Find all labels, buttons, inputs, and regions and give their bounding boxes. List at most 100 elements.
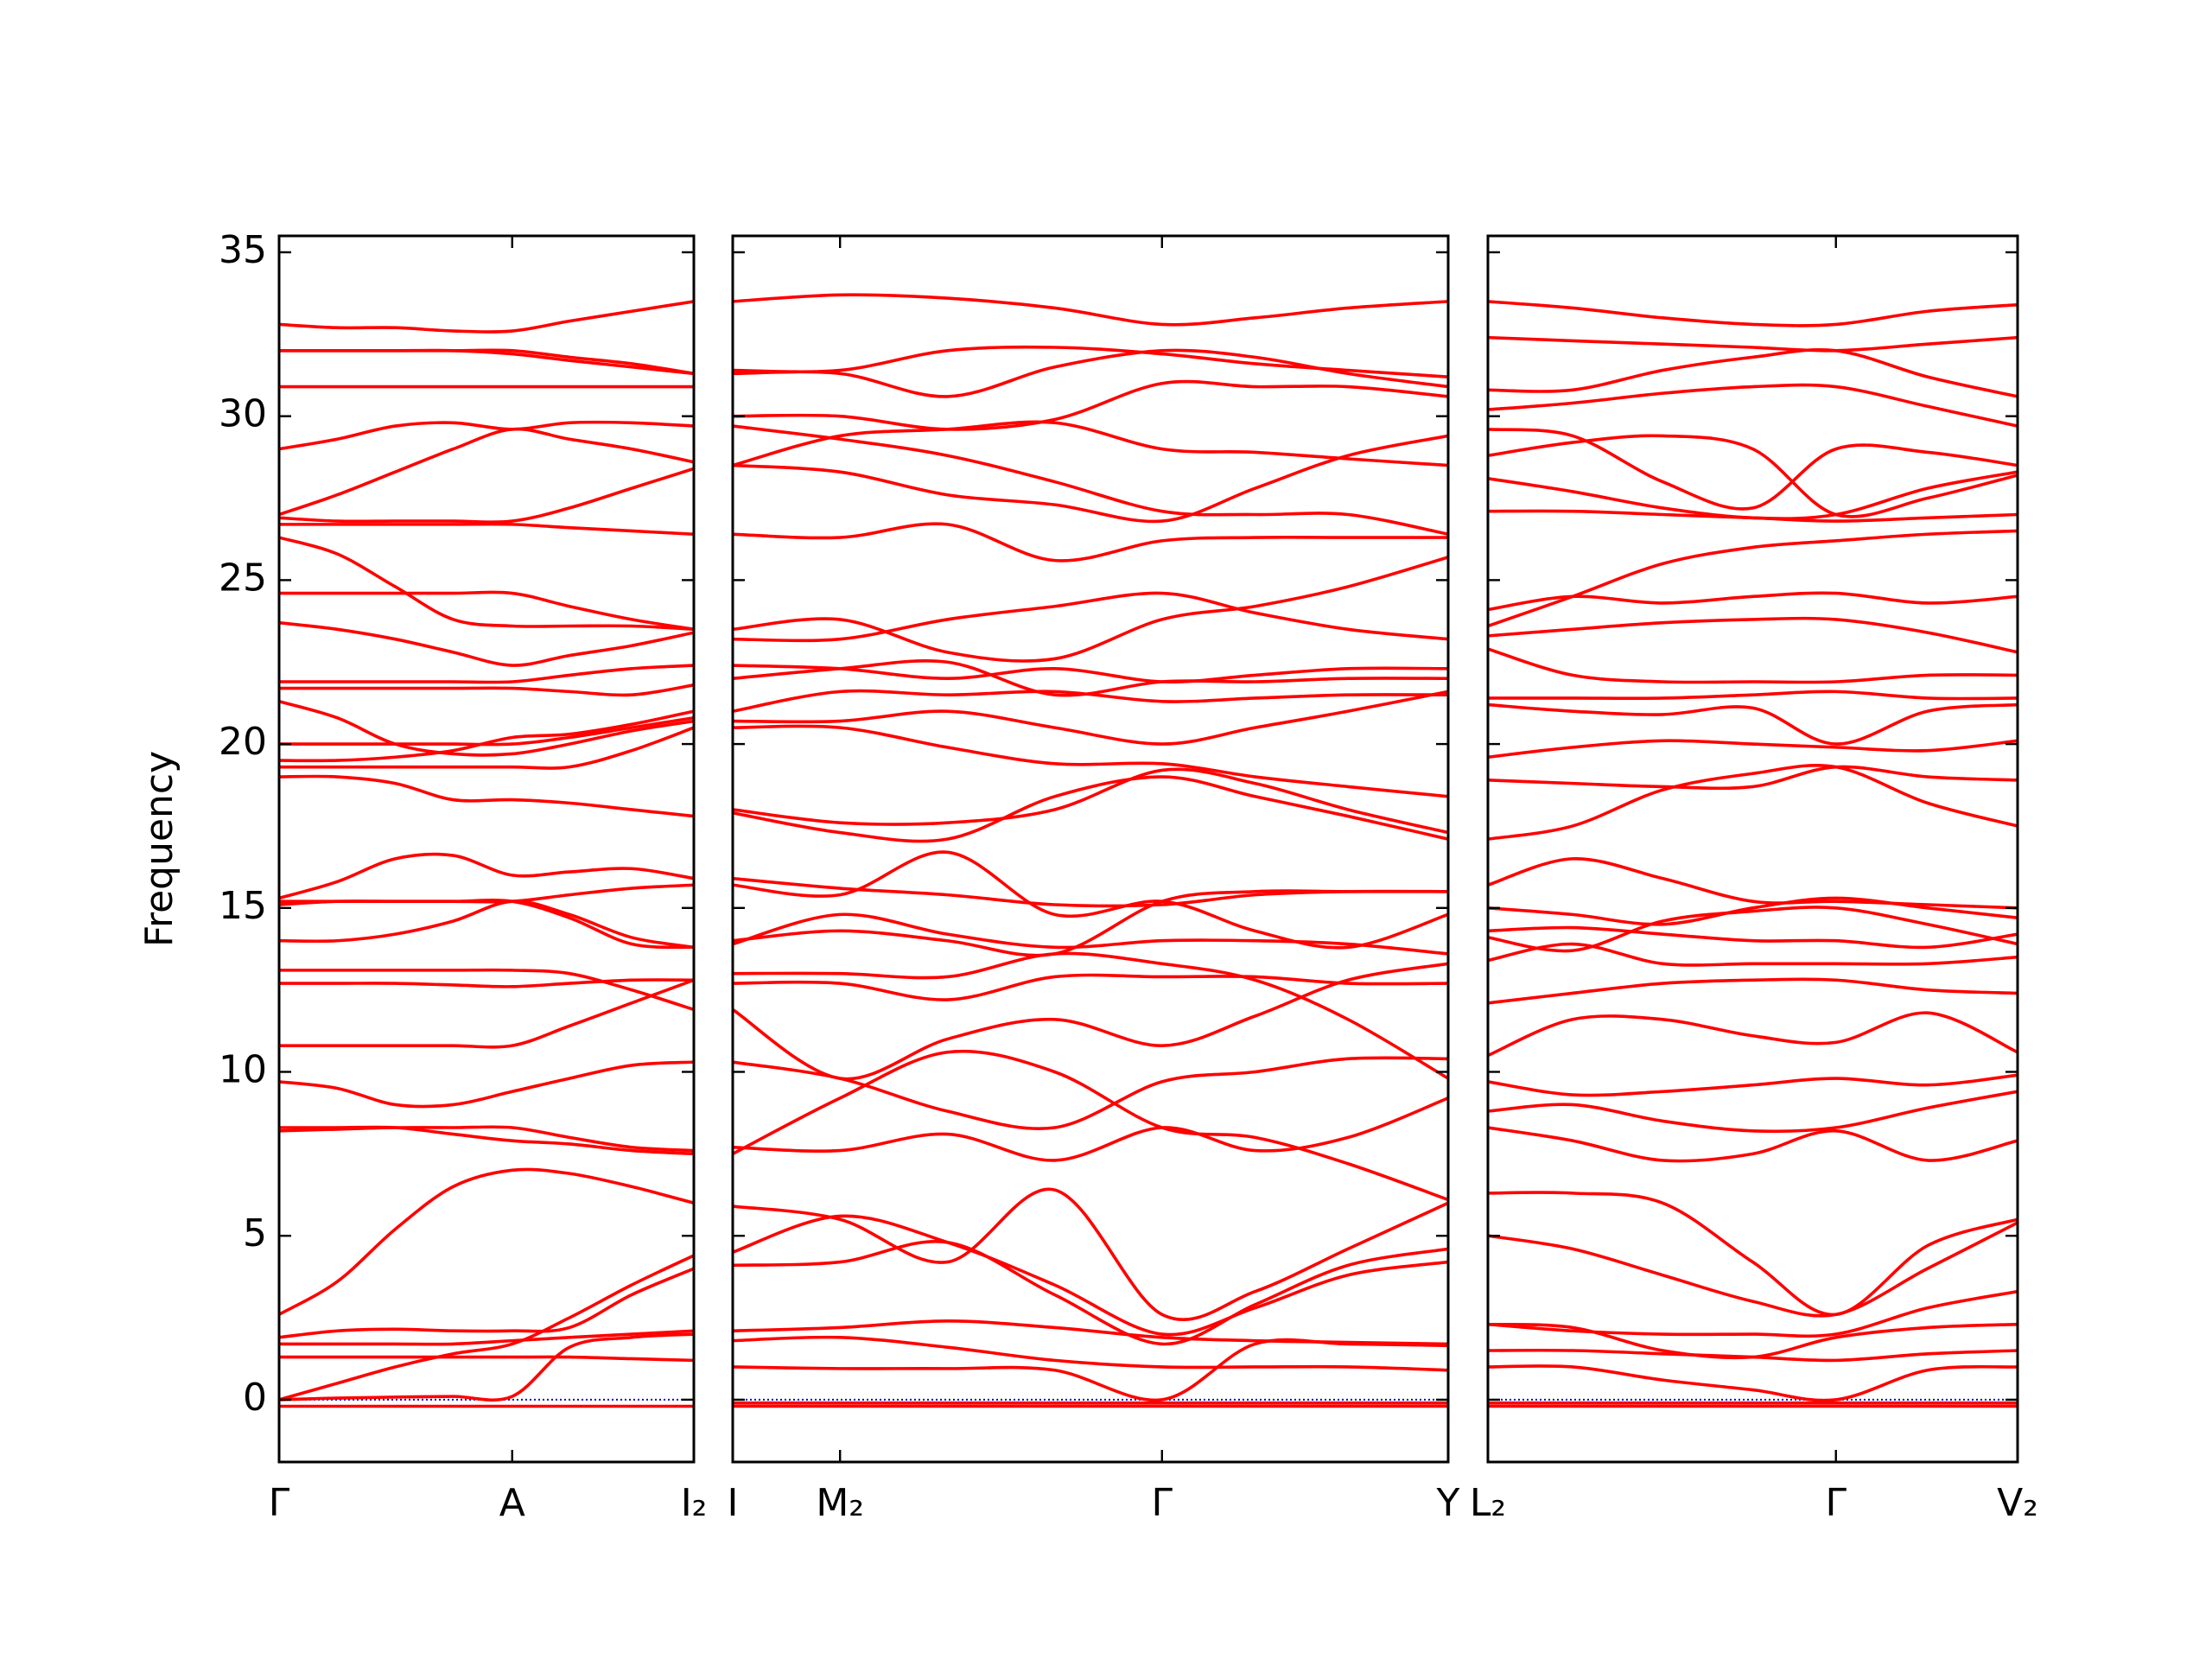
x-tick-label: Γ bbox=[269, 1481, 290, 1525]
x-tick-label: I₂ bbox=[681, 1481, 708, 1525]
axes-frame bbox=[1486, 234, 2019, 1464]
band-line bbox=[279, 348, 694, 376]
band-line bbox=[733, 424, 1448, 537]
band-line bbox=[733, 434, 1448, 524]
band-line bbox=[1488, 1289, 2018, 1338]
band-line bbox=[1488, 906, 2018, 953]
band-line bbox=[279, 683, 694, 697]
band-line bbox=[279, 978, 694, 988]
band-line bbox=[279, 726, 694, 770]
band-line bbox=[1488, 977, 2018, 1005]
band-line bbox=[1488, 1090, 2018, 1134]
y-tick-label: 20 bbox=[219, 720, 267, 764]
band-line bbox=[1488, 896, 2018, 926]
plot-area bbox=[733, 293, 1448, 1408]
band-line bbox=[1488, 509, 2018, 523]
band-line bbox=[733, 775, 1448, 843]
band-line bbox=[733, 767, 1448, 835]
y-tick-label: 10 bbox=[219, 1048, 267, 1092]
band-line bbox=[733, 951, 1448, 1080]
band-line bbox=[733, 689, 1448, 713]
band-line bbox=[279, 968, 694, 1012]
band-line bbox=[733, 522, 1448, 563]
y-tick-label: 25 bbox=[219, 556, 267, 600]
x-tick-label: I bbox=[728, 1481, 739, 1525]
x-tick-label: Γ bbox=[1825, 1481, 1847, 1525]
band-line bbox=[733, 556, 1448, 663]
band-line bbox=[733, 912, 1448, 956]
band-line bbox=[279, 348, 694, 376]
band-line bbox=[279, 1355, 694, 1363]
band-line bbox=[733, 591, 1448, 643]
band-line bbox=[1488, 1126, 2018, 1163]
band-line bbox=[1488, 925, 2018, 950]
band-line bbox=[279, 1254, 694, 1402]
band-line bbox=[279, 1125, 694, 1156]
band-line bbox=[1488, 335, 2018, 353]
band-line bbox=[733, 850, 1448, 950]
band-line bbox=[279, 1267, 694, 1339]
y-axis-label: Frequency bbox=[137, 751, 181, 947]
plot-area bbox=[1488, 300, 2018, 1408]
y-tick-label: 30 bbox=[219, 392, 267, 436]
band-line bbox=[733, 1187, 1448, 1321]
band-line bbox=[733, 1338, 1448, 1402]
band-line bbox=[1488, 529, 2018, 628]
y-tick-label: 35 bbox=[219, 228, 267, 272]
band-line bbox=[279, 978, 694, 1049]
band-line bbox=[1488, 1322, 2018, 1360]
band-line bbox=[1488, 383, 2018, 428]
band-line bbox=[733, 1056, 1448, 1131]
x-tick-label: A bbox=[499, 1481, 525, 1525]
band-line bbox=[733, 379, 1448, 431]
band-line bbox=[279, 1332, 694, 1402]
band-line bbox=[279, 852, 694, 900]
band-line bbox=[279, 1329, 694, 1346]
x-tick-label: L₂ bbox=[1470, 1481, 1506, 1525]
band-line bbox=[1488, 702, 2018, 746]
band-line bbox=[733, 962, 1448, 1081]
x-tick-label: Γ bbox=[1152, 1481, 1173, 1525]
band-line bbox=[733, 876, 1448, 908]
band-line bbox=[279, 1167, 694, 1316]
band-line bbox=[733, 724, 1448, 798]
band-line bbox=[1488, 428, 2018, 511]
band-line bbox=[1488, 857, 2018, 910]
band-line bbox=[1488, 942, 2018, 967]
band-line bbox=[1488, 764, 2018, 841]
band-line bbox=[733, 973, 1448, 1001]
band-line bbox=[279, 427, 694, 517]
band-line bbox=[279, 522, 694, 537]
band-line bbox=[1488, 1364, 2018, 1402]
x-tick-label: V₂ bbox=[1997, 1481, 2038, 1525]
band-line bbox=[279, 883, 694, 906]
band-line bbox=[1488, 434, 2018, 518]
band-line bbox=[1488, 1191, 2018, 1317]
x-tick-label: Y bbox=[1436, 1481, 1460, 1525]
band-line bbox=[1488, 1011, 2018, 1058]
band-line bbox=[1488, 591, 2018, 612]
band-line bbox=[279, 700, 694, 757]
y-tick-label: 15 bbox=[219, 884, 267, 928]
band-line bbox=[733, 1214, 1448, 1337]
band-line bbox=[1488, 647, 2018, 684]
band-line bbox=[1488, 739, 2018, 760]
band-line bbox=[1488, 1221, 2018, 1318]
band-line bbox=[279, 467, 694, 524]
band-line bbox=[279, 774, 694, 818]
band-line bbox=[1488, 690, 2018, 701]
band-line bbox=[733, 345, 1448, 378]
band-line bbox=[279, 590, 694, 632]
band-line bbox=[1488, 1348, 2018, 1363]
band-line bbox=[279, 899, 694, 950]
band-line bbox=[1488, 347, 2018, 398]
band-line bbox=[1488, 765, 2018, 791]
band-line bbox=[279, 420, 694, 451]
band-line bbox=[1488, 616, 2018, 654]
band-line bbox=[733, 1096, 1448, 1162]
band-line bbox=[733, 1049, 1448, 1202]
band-line bbox=[1488, 470, 2018, 520]
band-line bbox=[733, 1240, 1448, 1346]
